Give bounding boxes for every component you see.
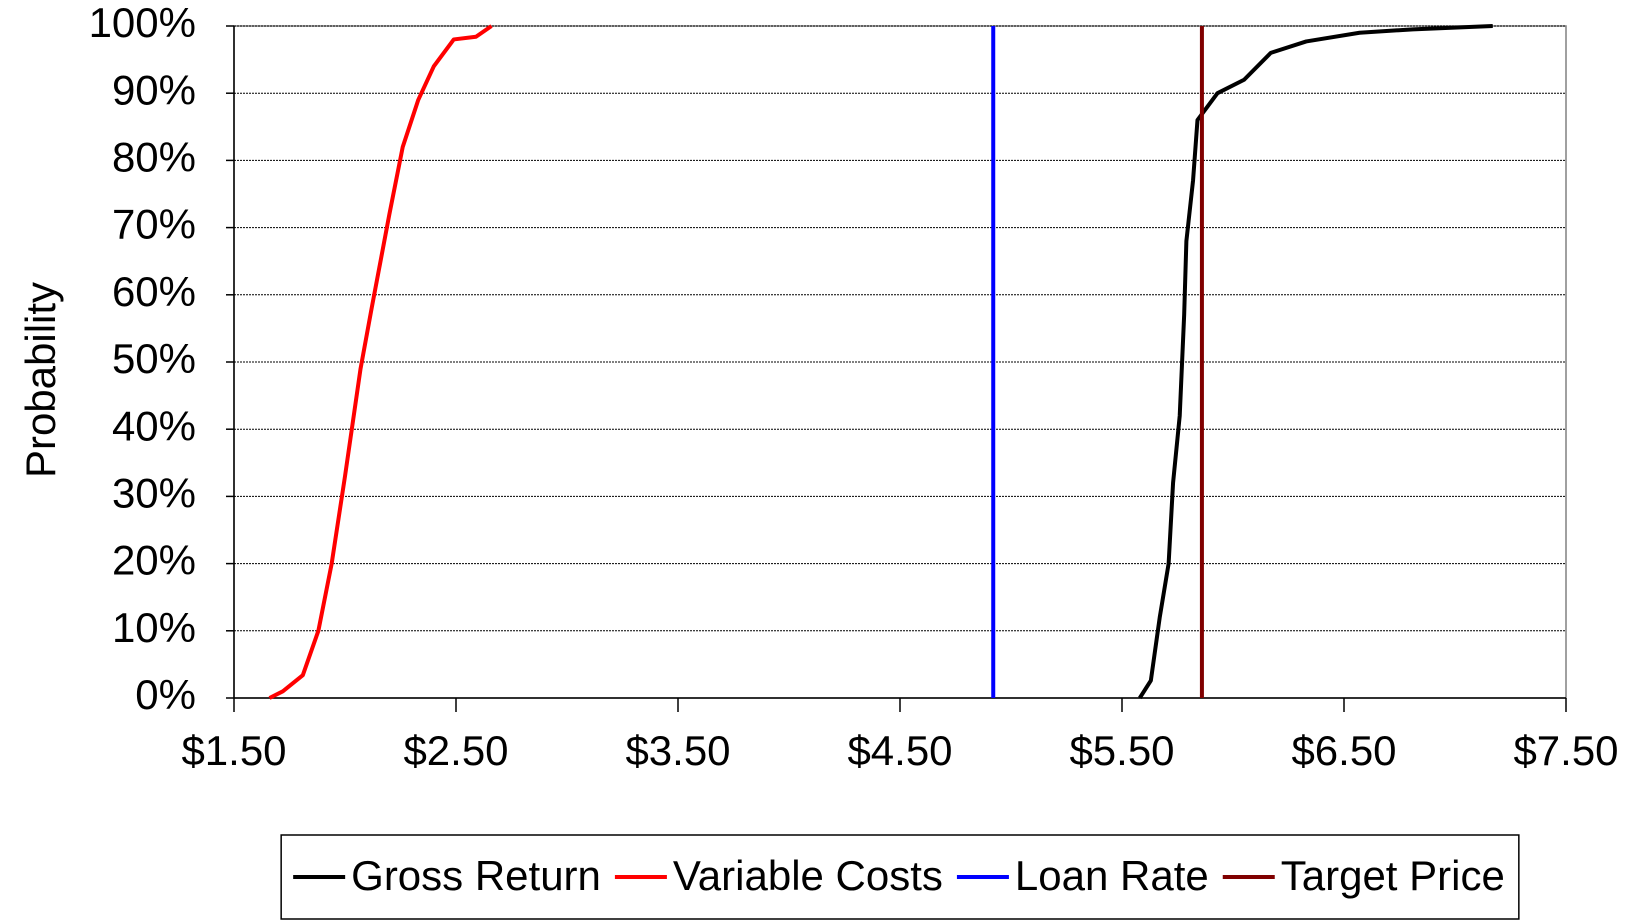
legend-text: Target Price xyxy=(1281,852,1505,899)
y-tick-label: 70% xyxy=(112,201,196,248)
x-tick-label: $7.50 xyxy=(1513,727,1618,774)
y-axis-label: Probability xyxy=(17,282,64,478)
x-tick-label: $2.50 xyxy=(403,727,508,774)
legend-box xyxy=(280,834,1520,920)
x-tick-label: $1.50 xyxy=(181,727,286,774)
legend-text: Variable Costs xyxy=(673,852,943,899)
legend: Gross Return Variable Costs Loan Rate Targe… xyxy=(280,834,1520,920)
y-tick-label: 60% xyxy=(112,268,196,315)
y-tick-label: 0% xyxy=(135,671,196,718)
y-tick-label: 40% xyxy=(112,402,196,449)
x-tick-label: $6.50 xyxy=(1291,727,1396,774)
y-tick-label: 30% xyxy=(112,469,196,516)
y-tick-label: 10% xyxy=(112,604,196,651)
series-line xyxy=(268,24,493,700)
x-tick-label: $3.50 xyxy=(625,727,730,774)
legend-text: Gross Return xyxy=(351,852,601,899)
x-tick-label: $4.50 xyxy=(847,727,952,774)
series-line xyxy=(1138,24,1493,700)
y-tick-label: 90% xyxy=(112,66,196,113)
y-tick-label: 20% xyxy=(112,537,196,584)
y-tick-label: 80% xyxy=(112,133,196,180)
y-tick-label: 50% xyxy=(112,335,196,382)
y-tick-label: 100% xyxy=(89,0,196,46)
x-tick-label: $5.50 xyxy=(1069,727,1174,774)
legend-text: Loan Rate xyxy=(1015,852,1209,899)
